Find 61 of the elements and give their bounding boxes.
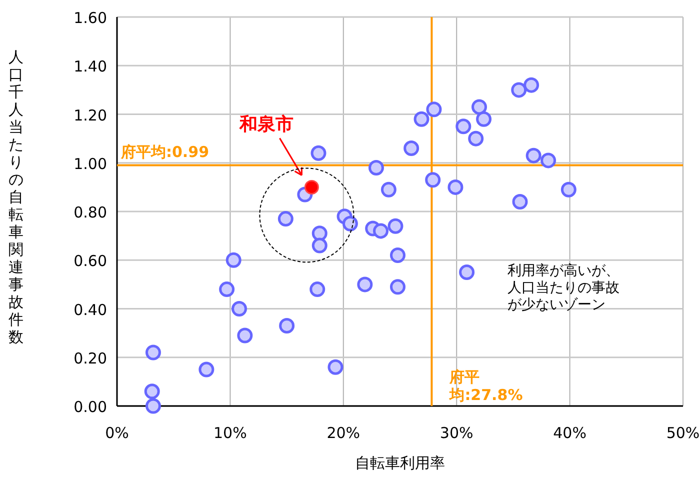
point [232,301,248,316]
y-tick-label: 0.40 [74,300,107,319]
point [368,160,384,176]
y-tick-label: 0.00 [74,398,107,416]
point [144,384,160,400]
point [357,276,373,292]
point [279,318,295,334]
point [312,226,328,242]
point [459,264,475,280]
point [471,99,487,115]
point [278,211,294,227]
point [304,180,319,194]
y-tick-label: 1.00 [74,154,107,173]
point [328,359,344,375]
point [404,140,420,156]
point [511,82,527,98]
point [145,344,161,360]
point [448,179,464,195]
x-tick-label: 0% [105,424,129,442]
x-axis-title: 自転車利用率 [355,454,445,472]
ref-line-label: 府平均:27.8% [450,368,524,404]
point [310,282,326,298]
point [468,130,484,146]
point [426,102,442,118]
text: 人口千人当たりの自転車関連事故件数 [8,48,24,346]
text: 和泉市 [238,114,294,136]
x-tick-label: 50% [666,424,700,442]
point [226,252,242,268]
point [312,238,328,254]
point [380,182,396,198]
y-tick-label: 0.20 [74,349,107,368]
point [373,223,389,239]
annotation: 利用率が高いが、人口当たりの事故が少ないゾーン [508,263,621,314]
x-tick-label: 20% [326,424,360,442]
y-tick-label: 1.20 [74,106,107,124]
point [219,282,235,298]
point [425,172,441,188]
x-tick-label: 40% [553,424,586,442]
point [198,362,214,378]
point [560,182,576,198]
y-tick-label: 1.60 [74,9,107,27]
point [310,145,326,161]
point [388,218,404,234]
point [390,248,406,264]
x-tick-label: 30% [440,424,474,442]
point [476,111,492,127]
point [526,148,542,164]
point [540,152,556,168]
point [512,194,528,210]
y-tick-label: 0.80 [74,204,107,222]
y-tick-label: 1.40 [74,58,107,76]
point [145,398,161,414]
ref-line-label: 府平均:0.99 [121,143,210,162]
point [237,328,253,344]
point [390,279,406,295]
point [456,118,472,134]
point [342,216,358,232]
point [524,77,540,93]
y-tick-label: 0.60 [74,252,107,270]
x-tick-label: 10% [214,424,247,442]
point [414,111,430,127]
